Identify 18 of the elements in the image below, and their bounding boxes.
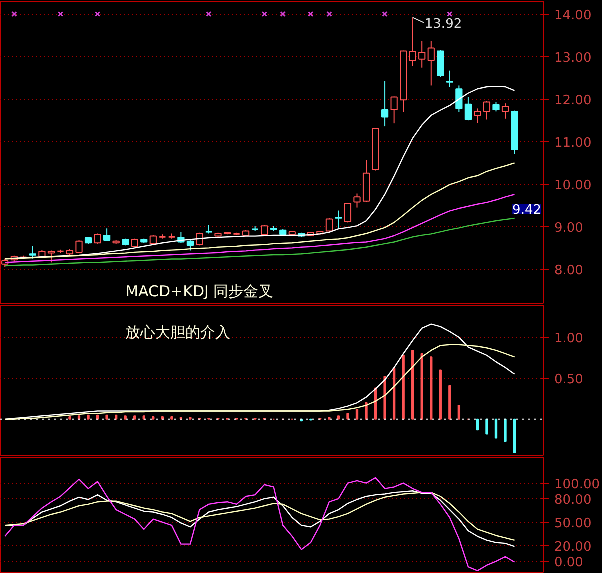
y-tick-label: 10.00 <box>554 178 592 194</box>
annotation: MACD+KDJ 同步金叉 <box>126 282 274 300</box>
y-tick-label: 100.00 <box>554 477 600 492</box>
y-tick-label: 50.00 <box>554 516 592 532</box>
y-tick-label: 80.00 <box>554 492 592 508</box>
y-tick-label: 0.50 <box>554 372 584 388</box>
y-tick-label: 14.00 <box>554 8 592 24</box>
y-tick-label: 9.00 <box>554 220 584 236</box>
y-tick-label: 11.00 <box>554 136 592 151</box>
y-tick-label: 1.00 <box>554 331 584 346</box>
y-tick-label: 12.00 <box>554 93 592 108</box>
annotation: 放心大胆的介入 <box>126 324 231 342</box>
y-tick-label: 20.00 <box>554 540 592 555</box>
y-tick-label: 13.00 <box>554 50 592 66</box>
annotation: 9.42 <box>512 203 542 218</box>
y-tick-label: 8.00 <box>554 263 584 278</box>
annotation: 13.92 <box>424 16 462 32</box>
y-tick-label: 0.00 <box>554 556 584 571</box>
